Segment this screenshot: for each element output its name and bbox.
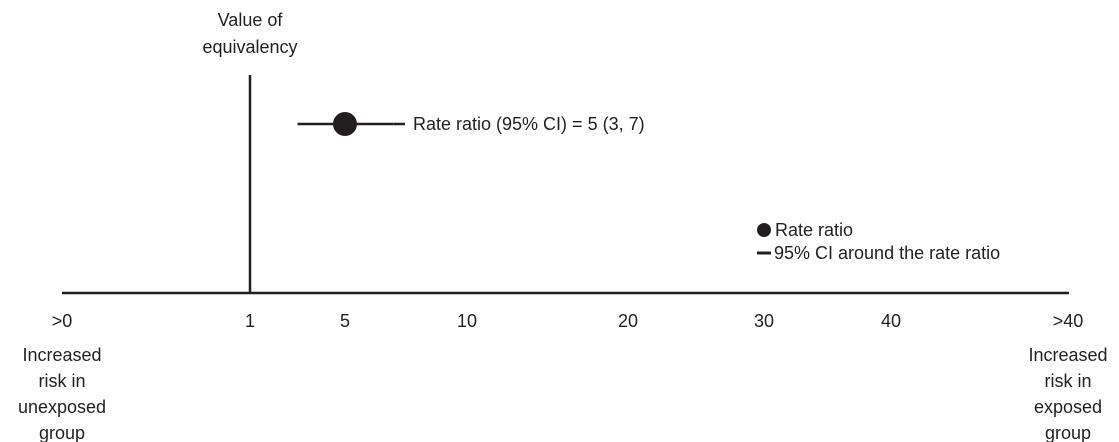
x-axis-tick-label: 5 — [340, 311, 350, 331]
x-axis-tick-label: >40 — [1053, 311, 1084, 331]
x-axis-tick-label: 1 — [245, 311, 255, 331]
right-end-label-line: group — [1045, 423, 1091, 442]
rate-ratio-point — [333, 112, 357, 136]
x-axis-tick-label: >0 — [52, 311, 73, 331]
x-axis-tick-label: 30 — [754, 311, 774, 331]
x-axis-ticks: >0 1 5 10 20 30 40 >40 — [52, 311, 1084, 331]
right-end-label-line: Increased — [1028, 345, 1107, 365]
right-end-label-line: risk in — [1044, 371, 1091, 391]
x-axis-tick-label: 10 — [457, 311, 477, 331]
legend-point-marker — [757, 223, 771, 237]
left-end-label: Increased risk in unexposed group — [18, 345, 106, 442]
equivalency-label-line-1: Value of — [218, 10, 284, 30]
right-end-label: Increased risk in exposed group — [1028, 345, 1107, 442]
left-end-label-line: group — [39, 423, 85, 442]
left-end-label-line: Increased — [22, 345, 101, 365]
rate-ratio-annotation: Rate ratio (95% CI) = 5 (3, 7) — [413, 114, 645, 134]
equivalency-label-line-2: equivalency — [202, 37, 297, 57]
right-end-label-line: exposed — [1034, 397, 1102, 417]
x-axis-tick-label: 20 — [618, 311, 638, 331]
x-axis-tick-label: 40 — [881, 311, 901, 331]
legend: Rate ratio 95% CI around the rate ratio — [757, 220, 1000, 263]
left-end-label-line: risk in — [38, 371, 85, 391]
left-end-label-line: unexposed — [18, 397, 106, 417]
legend-line-label: 95% CI around the rate ratio — [774, 243, 1000, 263]
legend-point-label: Rate ratio — [775, 220, 853, 240]
